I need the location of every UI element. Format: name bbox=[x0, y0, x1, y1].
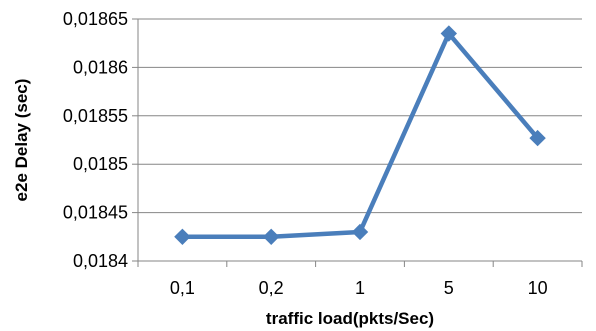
y-tick-label: 0,0185 bbox=[73, 154, 128, 174]
y-tick-label: 0,0186 bbox=[73, 57, 128, 77]
data-point-marker bbox=[440, 25, 458, 42]
y-tick-label: 0,01845 bbox=[63, 203, 128, 223]
y-axis-tick-labels: 0,0184 0,01845 0,0185 0,01855 0,0186 0,01865 bbox=[63, 9, 128, 271]
y-tick-label: 0,0184 bbox=[73, 251, 128, 271]
y-axis-title: e2e Delay (sec) bbox=[12, 79, 31, 202]
series-line bbox=[180, 31, 540, 240]
data-point-marker bbox=[262, 228, 280, 246]
x-axis-tick-labels: 0,1 0,2 1 5 10 bbox=[170, 278, 548, 298]
y-tick-label: 0,01855 bbox=[63, 106, 128, 126]
x-tick-label: 0,1 bbox=[170, 278, 195, 298]
data-point-marker bbox=[174, 228, 191, 246]
x-tick-label: 1 bbox=[355, 278, 365, 298]
x-axis-title: traffic load(pkts/Sec) bbox=[266, 309, 434, 328]
data-point-marker bbox=[529, 129, 546, 147]
x-tick-label: 5 bbox=[444, 278, 454, 298]
series-group bbox=[174, 25, 546, 246]
x-tick-label: 10 bbox=[528, 278, 548, 298]
axes bbox=[132, 18, 583, 267]
y-tick-label: 0,01865 bbox=[63, 9, 128, 29]
x-tick-label: 0,2 bbox=[259, 278, 284, 298]
gridlines bbox=[138, 18, 582, 214]
data-point-marker bbox=[351, 223, 369, 241]
